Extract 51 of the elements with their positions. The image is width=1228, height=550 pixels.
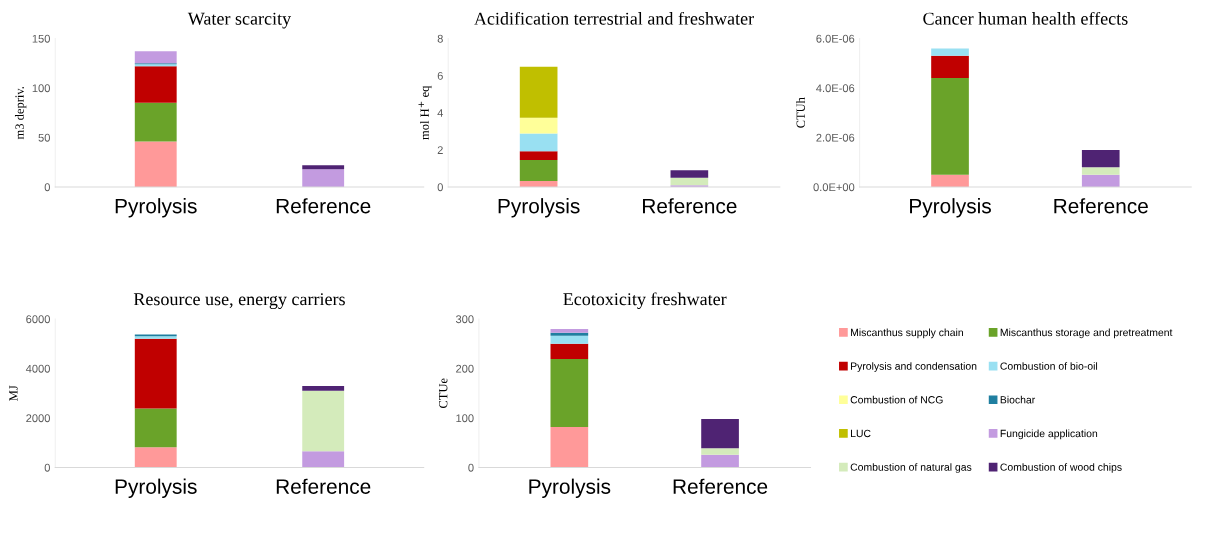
chart-title: Water scarcity	[187, 12, 292, 29]
y-tick-label: 2	[437, 146, 443, 154]
y-tick-label: 0	[44, 183, 50, 192]
x-tick-label: Pyrolysis	[498, 198, 580, 218]
legend-label: Fungicide application	[1000, 429, 1098, 440]
chart-title: Resource use, energy carriers	[133, 293, 345, 310]
legend-label: Miscanthus supply chain	[851, 328, 963, 339]
y-tick-label: 4	[437, 109, 444, 117]
legend-label: Combustion of wood chips	[1000, 463, 1122, 473]
legend-label: Miscanthus storage and pretreatment	[1000, 328, 1173, 339]
y-axis-title: MJ	[9, 385, 18, 401]
y-tick-label: 200	[456, 364, 474, 373]
x-tick-label: Reference	[673, 478, 768, 494]
chart-title: Cancer human health effects	[923, 11, 1128, 25]
x-tick-label: Pyrolysis	[115, 198, 197, 218]
y-tick-label: 0	[44, 463, 50, 472]
y-tick-label: 6	[437, 71, 443, 80]
legend-label: Pyrolysis and condensation	[851, 362, 977, 372]
chart-title: Acidification terrestrial and freshwater	[474, 11, 754, 25]
y-tick-label: 300	[455, 315, 474, 324]
chart-title: Ecotoxicity freshwater	[563, 292, 727, 310]
legend-label: Biochar	[1000, 395, 1036, 404]
legend-label: Combustion of bio-oil	[1000, 362, 1098, 370]
y-tick-label: 0.0E+00	[813, 183, 855, 192]
y-tick-label: 6.0E-06	[816, 34, 855, 43]
x-tick-label: Reference	[1054, 198, 1148, 214]
y-tick-label: 2000	[26, 414, 50, 423]
x-tick-label: Pyrolysis	[910, 198, 991, 218]
y-tick-label: 100	[32, 84, 50, 93]
y-tick-label: 2.0E-06	[816, 133, 855, 142]
legend-label: LUC	[851, 429, 871, 438]
x-tick-label: Reference	[276, 478, 371, 494]
x-tick-label: Pyrolysis	[115, 478, 197, 499]
y-tick-label: 0	[468, 463, 474, 472]
x-tick-label: Reference	[643, 198, 737, 214]
y-tick-label: 8	[437, 34, 443, 43]
y-tick-label: 0	[437, 183, 443, 192]
x-tick-label: Reference	[276, 198, 371, 214]
y-tick-label: 50	[38, 133, 50, 142]
y-tick-label: 4000	[25, 364, 50, 373]
y-tick-label: 150	[32, 34, 50, 43]
y-tick-label: 6000	[26, 315, 50, 324]
y-axis-title: m3 depriv.	[14, 86, 27, 140]
y-tick-label: 100	[456, 414, 474, 423]
legend-label: Combustion of NCG	[850, 395, 943, 404]
y-axis-title: CTUh	[796, 97, 805, 128]
y-tick-label: 4.0E-06	[816, 84, 855, 93]
y-axis-title: CTUe	[439, 378, 448, 409]
legend-label: Combustion of natural gas	[850, 463, 972, 473]
y-axis-title: mol H$^{+}$ eq	[418, 85, 432, 140]
x-tick-label: Pyrolysis	[529, 478, 611, 499]
